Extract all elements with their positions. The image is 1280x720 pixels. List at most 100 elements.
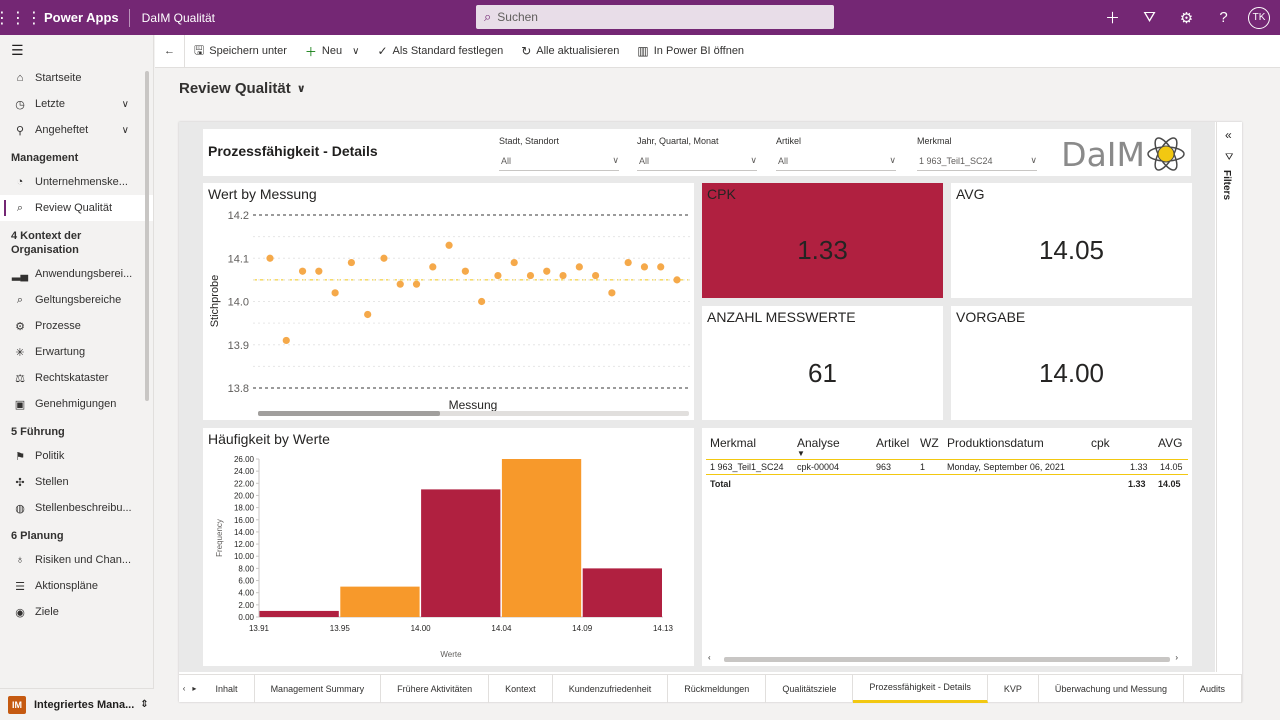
scroll-thumb[interactable] bbox=[258, 411, 440, 416]
sidebar-item-home[interactable]: ⌂ Startseite bbox=[0, 65, 153, 91]
data-point[interactable] bbox=[478, 297, 486, 306]
hamburger-icon[interactable]: ☰ bbox=[11, 41, 24, 58]
slicer-dropdown[interactable]: All ∨ bbox=[637, 151, 757, 171]
data-point[interactable] bbox=[298, 267, 307, 275]
sidebar-item-leadership-2[interactable]: ◍ Stellenbeschreibu... bbox=[0, 495, 153, 521]
data-point[interactable] bbox=[429, 263, 437, 271]
chevron-left-icon[interactable]: ‹ bbox=[182, 684, 186, 693]
chevron-down-icon[interactable]: ∨ bbox=[121, 124, 129, 136]
area-switcher[interactable]: IM Integriertes Mana... ⇕ bbox=[0, 688, 154, 720]
slicer-dropdown[interactable]: All ∨ bbox=[776, 151, 896, 171]
add-icon[interactable]: ＋ bbox=[1104, 10, 1120, 27]
data-point[interactable] bbox=[592, 271, 600, 280]
data-point[interactable] bbox=[657, 263, 665, 271]
sidebar-item-pinned[interactable]: ⚲ Angeheftet ∨ bbox=[0, 117, 153, 143]
app-name[interactable]: Power Apps bbox=[44, 10, 119, 25]
filters-pane[interactable]: « ⛛ Filters bbox=[1216, 122, 1242, 672]
tab-2[interactable]: Frühere Aktivitäten bbox=[381, 674, 490, 703]
data-point[interactable] bbox=[364, 310, 372, 319]
histogram-bar[interactable] bbox=[259, 610, 339, 617]
kpi-count-card[interactable]: ANZAHL MESSWERTE 61 bbox=[702, 306, 943, 420]
data-point[interactable] bbox=[543, 267, 551, 275]
sidebar-item-context-3[interactable]: ✳ Erwartung bbox=[0, 339, 153, 365]
chevron-right-icon[interactable]: › bbox=[1175, 653, 1178, 662]
page-title[interactable]: Review Qualität ∨ bbox=[179, 80, 306, 97]
data-point[interactable] bbox=[445, 241, 453, 249]
avatar[interactable]: TK bbox=[1248, 6, 1270, 29]
filter-icon[interactable]: ⛛ bbox=[1143, 9, 1156, 26]
data-point[interactable] bbox=[461, 267, 469, 275]
environment-name[interactable]: DaIM Qualität bbox=[141, 10, 216, 25]
chevron-left-icon[interactable]: ‹ bbox=[708, 653, 711, 662]
slicer-date[interactable]: Jahr, Quartal, Monat All ∨ bbox=[637, 136, 757, 171]
data-point[interactable] bbox=[624, 258, 632, 267]
slicer-city[interactable]: Stadt, Standort All ∨ bbox=[499, 136, 619, 171]
histogram-bar[interactable] bbox=[421, 489, 501, 617]
sidebar-item-planning-1[interactable]: ☰ Aktionspläne bbox=[0, 573, 153, 599]
kpi-avg-card[interactable]: AVG 14.05 bbox=[951, 183, 1192, 298]
data-point[interactable] bbox=[331, 289, 339, 297]
scatter-card[interactable]: Wert by Messung 14.2 14.1 14.0 13.9 13.8 Stic… bbox=[203, 183, 694, 420]
detail-table[interactable]: Merkmal Analyse ▼ Artikel WZ Produktions… bbox=[702, 428, 1192, 666]
data-point[interactable] bbox=[608, 289, 616, 297]
sidebar-item-planning-0[interactable]: ♁ Risiken und Chan... bbox=[0, 547, 153, 573]
set-default-button[interactable]: ✓ Als Standard festlegen bbox=[368, 35, 512, 68]
histogram-bar[interactable] bbox=[582, 568, 662, 617]
sidebar-item-context-1[interactable]: ⌕ Geltungsbereiche bbox=[0, 287, 153, 313]
data-point[interactable] bbox=[575, 263, 583, 271]
slicer-feature[interactable]: Merkmal 1 963_Teil1_SC24 ∨ bbox=[917, 136, 1037, 171]
sidebar-item-planning-2[interactable]: ◉ Ziele bbox=[0, 599, 153, 625]
tab-8[interactable]: KVP bbox=[988, 674, 1039, 703]
save-as-button[interactable]: 🖫 Speichern unter bbox=[185, 35, 296, 68]
data-point[interactable] bbox=[640, 263, 649, 271]
table-header[interactable]: Artikel bbox=[876, 436, 910, 450]
app-launcher-icon[interactable]: ⋮⋮⋮ bbox=[0, 9, 42, 27]
data-point[interactable] bbox=[559, 271, 567, 280]
tab-5[interactable]: Rückmeldungen bbox=[668, 674, 767, 703]
table-header[interactable]: Analyse bbox=[797, 436, 840, 450]
data-point[interactable] bbox=[412, 280, 421, 288]
data-point[interactable] bbox=[282, 336, 290, 345]
search-input[interactable]: ⌕ Suchen bbox=[476, 5, 834, 29]
tab-9[interactable]: Überwachung und Messung bbox=[1039, 674, 1184, 703]
tab-0[interactable]: Inhalt bbox=[200, 674, 255, 703]
data-point[interactable] bbox=[315, 267, 323, 275]
sidebar-item-context-0[interactable]: ▂▄ Anwendungsberei... bbox=[0, 261, 153, 287]
scroll-thumb[interactable] bbox=[724, 657, 1170, 662]
help-icon[interactable]: ? bbox=[1219, 9, 1228, 26]
expand-icon[interactable]: « bbox=[1225, 128, 1232, 142]
tab-4[interactable]: Kundenzufriedenheit bbox=[553, 674, 669, 703]
sidebar-item-management-1[interactable]: ⌕ Review Qualität bbox=[0, 195, 153, 221]
table-header[interactable]: cpk bbox=[1091, 436, 1110, 450]
sidebar-item-context-2[interactable]: ⚙ Prozesse bbox=[0, 313, 153, 339]
back-button[interactable]: ← bbox=[155, 34, 185, 68]
table-header[interactable]: Merkmal bbox=[710, 436, 757, 450]
table-header[interactable]: AVG bbox=[1158, 436, 1183, 450]
tab-10[interactable]: Audits bbox=[1184, 674, 1242, 703]
histogram-bar[interactable] bbox=[501, 459, 582, 617]
sidebar-item-recent[interactable]: ◷ Letzte ∨ bbox=[0, 91, 153, 117]
slicer-article[interactable]: Artikel All ∨ bbox=[776, 136, 896, 171]
sidebar-scrollbar[interactable] bbox=[145, 71, 149, 401]
kpi-cpk-card[interactable]: CPK 1.33 bbox=[702, 183, 943, 298]
tab-3[interactable]: Kontext bbox=[489, 674, 553, 703]
sidebar-item-leadership-0[interactable]: ⚑ Politik bbox=[0, 443, 153, 469]
histogram-card[interactable]: Häufigkeit by Werte 0.00 2.00 4.00 6.00 8.00… bbox=[203, 428, 694, 666]
data-point[interactable] bbox=[494, 271, 502, 280]
data-point[interactable] bbox=[347, 258, 355, 267]
data-point[interactable] bbox=[526, 271, 535, 280]
chevron-down-icon[interactable]: ∨ bbox=[296, 83, 306, 95]
sidebar-item-management-0[interactable]: ◔ Unternehmenske... bbox=[0, 169, 153, 195]
sidebar-item-context-5[interactable]: ▣ Genehmigungen bbox=[0, 391, 153, 417]
data-point[interactable] bbox=[380, 254, 388, 262]
chevron-down-icon[interactable]: ∨ bbox=[352, 45, 360, 57]
tab-7[interactable]: Prozessfähigkeit - Details bbox=[853, 674, 988, 703]
sidebar-item-leadership-1[interactable]: ✣ Stellen bbox=[0, 469, 153, 495]
tab-1[interactable]: Management Summary bbox=[255, 674, 382, 703]
kpi-target-card[interactable]: VORGABE 14.00 bbox=[951, 306, 1192, 420]
table-header[interactable]: WZ bbox=[920, 436, 939, 450]
data-point[interactable] bbox=[673, 276, 681, 284]
slicer-dropdown[interactable]: All ∨ bbox=[499, 151, 619, 171]
chevron-down-icon[interactable]: ∨ bbox=[121, 98, 129, 110]
gear-icon[interactable]: ⚙ bbox=[1179, 9, 1194, 27]
